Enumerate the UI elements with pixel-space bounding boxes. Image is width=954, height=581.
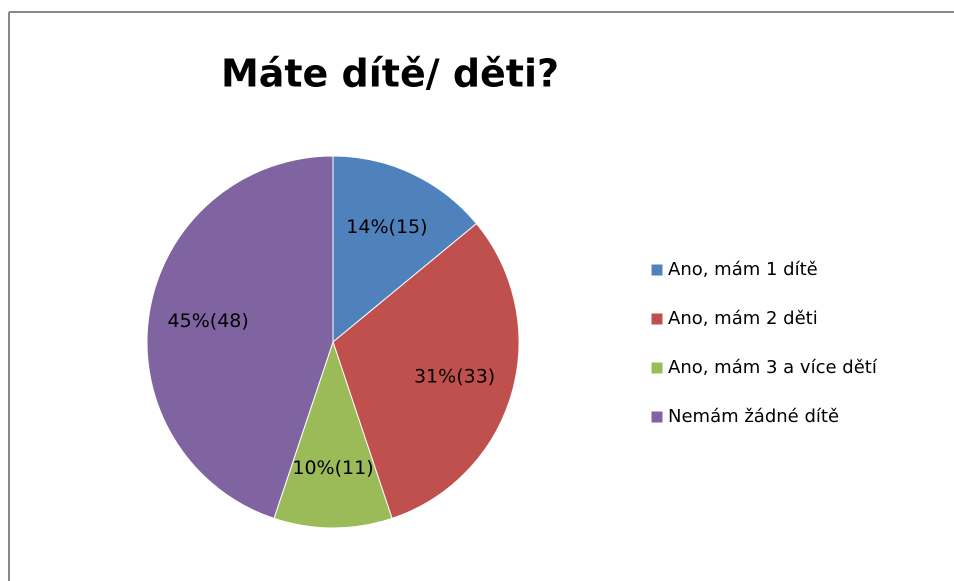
- legend-label: Ano, mám 3 a více dětí: [668, 357, 878, 378]
- data-label: 14%(15): [346, 216, 427, 238]
- data-label: 10%(11): [292, 457, 373, 479]
- data-label: 31%(33): [414, 365, 495, 387]
- legend-label: Ano, mám 1 dítě: [668, 259, 818, 280]
- pie-slice: [146, 155, 334, 520]
- legend-label: Ano, mám 2 děti: [668, 308, 818, 329]
- legend-swatch: [650, 263, 664, 277]
- pie-slice: [273, 340, 393, 529]
- legend-swatch: [650, 410, 664, 424]
- legend-swatch: [650, 361, 664, 375]
- legend-label: Nemám žádné dítě: [668, 406, 839, 427]
- legend-swatch: [650, 312, 664, 326]
- pie-slice: [332, 155, 478, 344]
- pie-slice: [332, 222, 520, 520]
- chart-title: Máte dítě/ děti?: [221, 52, 559, 96]
- data-label: 45%(48): [168, 310, 249, 332]
